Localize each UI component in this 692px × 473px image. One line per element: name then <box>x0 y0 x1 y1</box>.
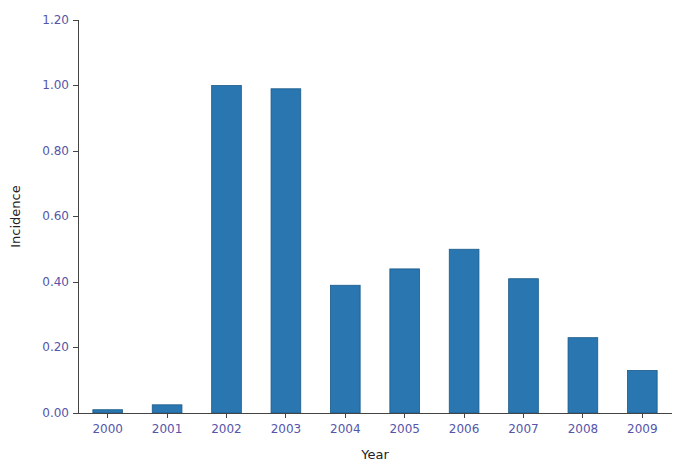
x-tick <box>285 413 286 418</box>
x-tick-label: 2007 <box>508 422 539 436</box>
x-tick <box>107 413 108 418</box>
bar <box>152 405 182 413</box>
y-tick <box>73 282 78 283</box>
bar <box>330 285 360 413</box>
x-tick-label: 2002 <box>211 422 242 436</box>
x-tick <box>345 413 346 418</box>
y-tick <box>73 85 78 86</box>
x-tick-label: 2003 <box>271 422 302 436</box>
bar <box>568 338 598 413</box>
y-tick <box>73 151 78 152</box>
x-tick-label: 2001 <box>152 422 183 436</box>
bar <box>212 86 242 414</box>
x-tick <box>404 413 405 418</box>
bar <box>509 279 539 413</box>
bar <box>271 89 301 413</box>
y-tick <box>73 413 78 414</box>
chart: 0.00 0.20 0.40 0.60 0.80 1.00 1.20 2000 2001 2002… <box>0 0 692 473</box>
bar <box>627 370 657 413</box>
bars <box>93 86 657 414</box>
x-tick-label: 2000 <box>92 422 123 436</box>
y-tick-label: 1.20 <box>42 13 69 27</box>
x-tick <box>464 413 465 418</box>
bar <box>449 249 479 413</box>
y-tick-label: 0.80 <box>42 144 69 158</box>
y-axis-label: Incidence <box>8 185 23 247</box>
x-tick-label: 2004 <box>330 422 361 436</box>
x-tick <box>226 413 227 418</box>
x-tick <box>523 413 524 418</box>
x-tick-label: 2008 <box>568 422 599 436</box>
x-tick <box>642 413 643 418</box>
axes: 0.00 0.20 0.40 0.60 0.80 1.00 1.20 2000 2001 2002… <box>42 13 672 437</box>
x-axis-label: Year <box>360 447 389 462</box>
bar <box>390 269 420 413</box>
x-tick-label: 2009 <box>627 422 658 436</box>
y-tick <box>73 216 78 217</box>
chart-container: 0.00 0.20 0.40 0.60 0.80 1.00 1.20 2000 2001 2002… <box>0 0 692 473</box>
x-tick <box>582 413 583 418</box>
y-tick-label: 0.40 <box>42 275 69 289</box>
y-tick-label: 0.20 <box>42 340 69 354</box>
y-tick-label: 1.00 <box>42 78 69 92</box>
x-tick-label: 2006 <box>449 422 480 436</box>
y-tick-label: 0.60 <box>42 209 69 223</box>
x-tick <box>167 413 168 418</box>
y-tick <box>73 347 78 348</box>
y-tick <box>73 20 78 21</box>
x-tick-label: 2005 <box>389 422 420 436</box>
y-tick-label: 0.00 <box>42 406 69 420</box>
